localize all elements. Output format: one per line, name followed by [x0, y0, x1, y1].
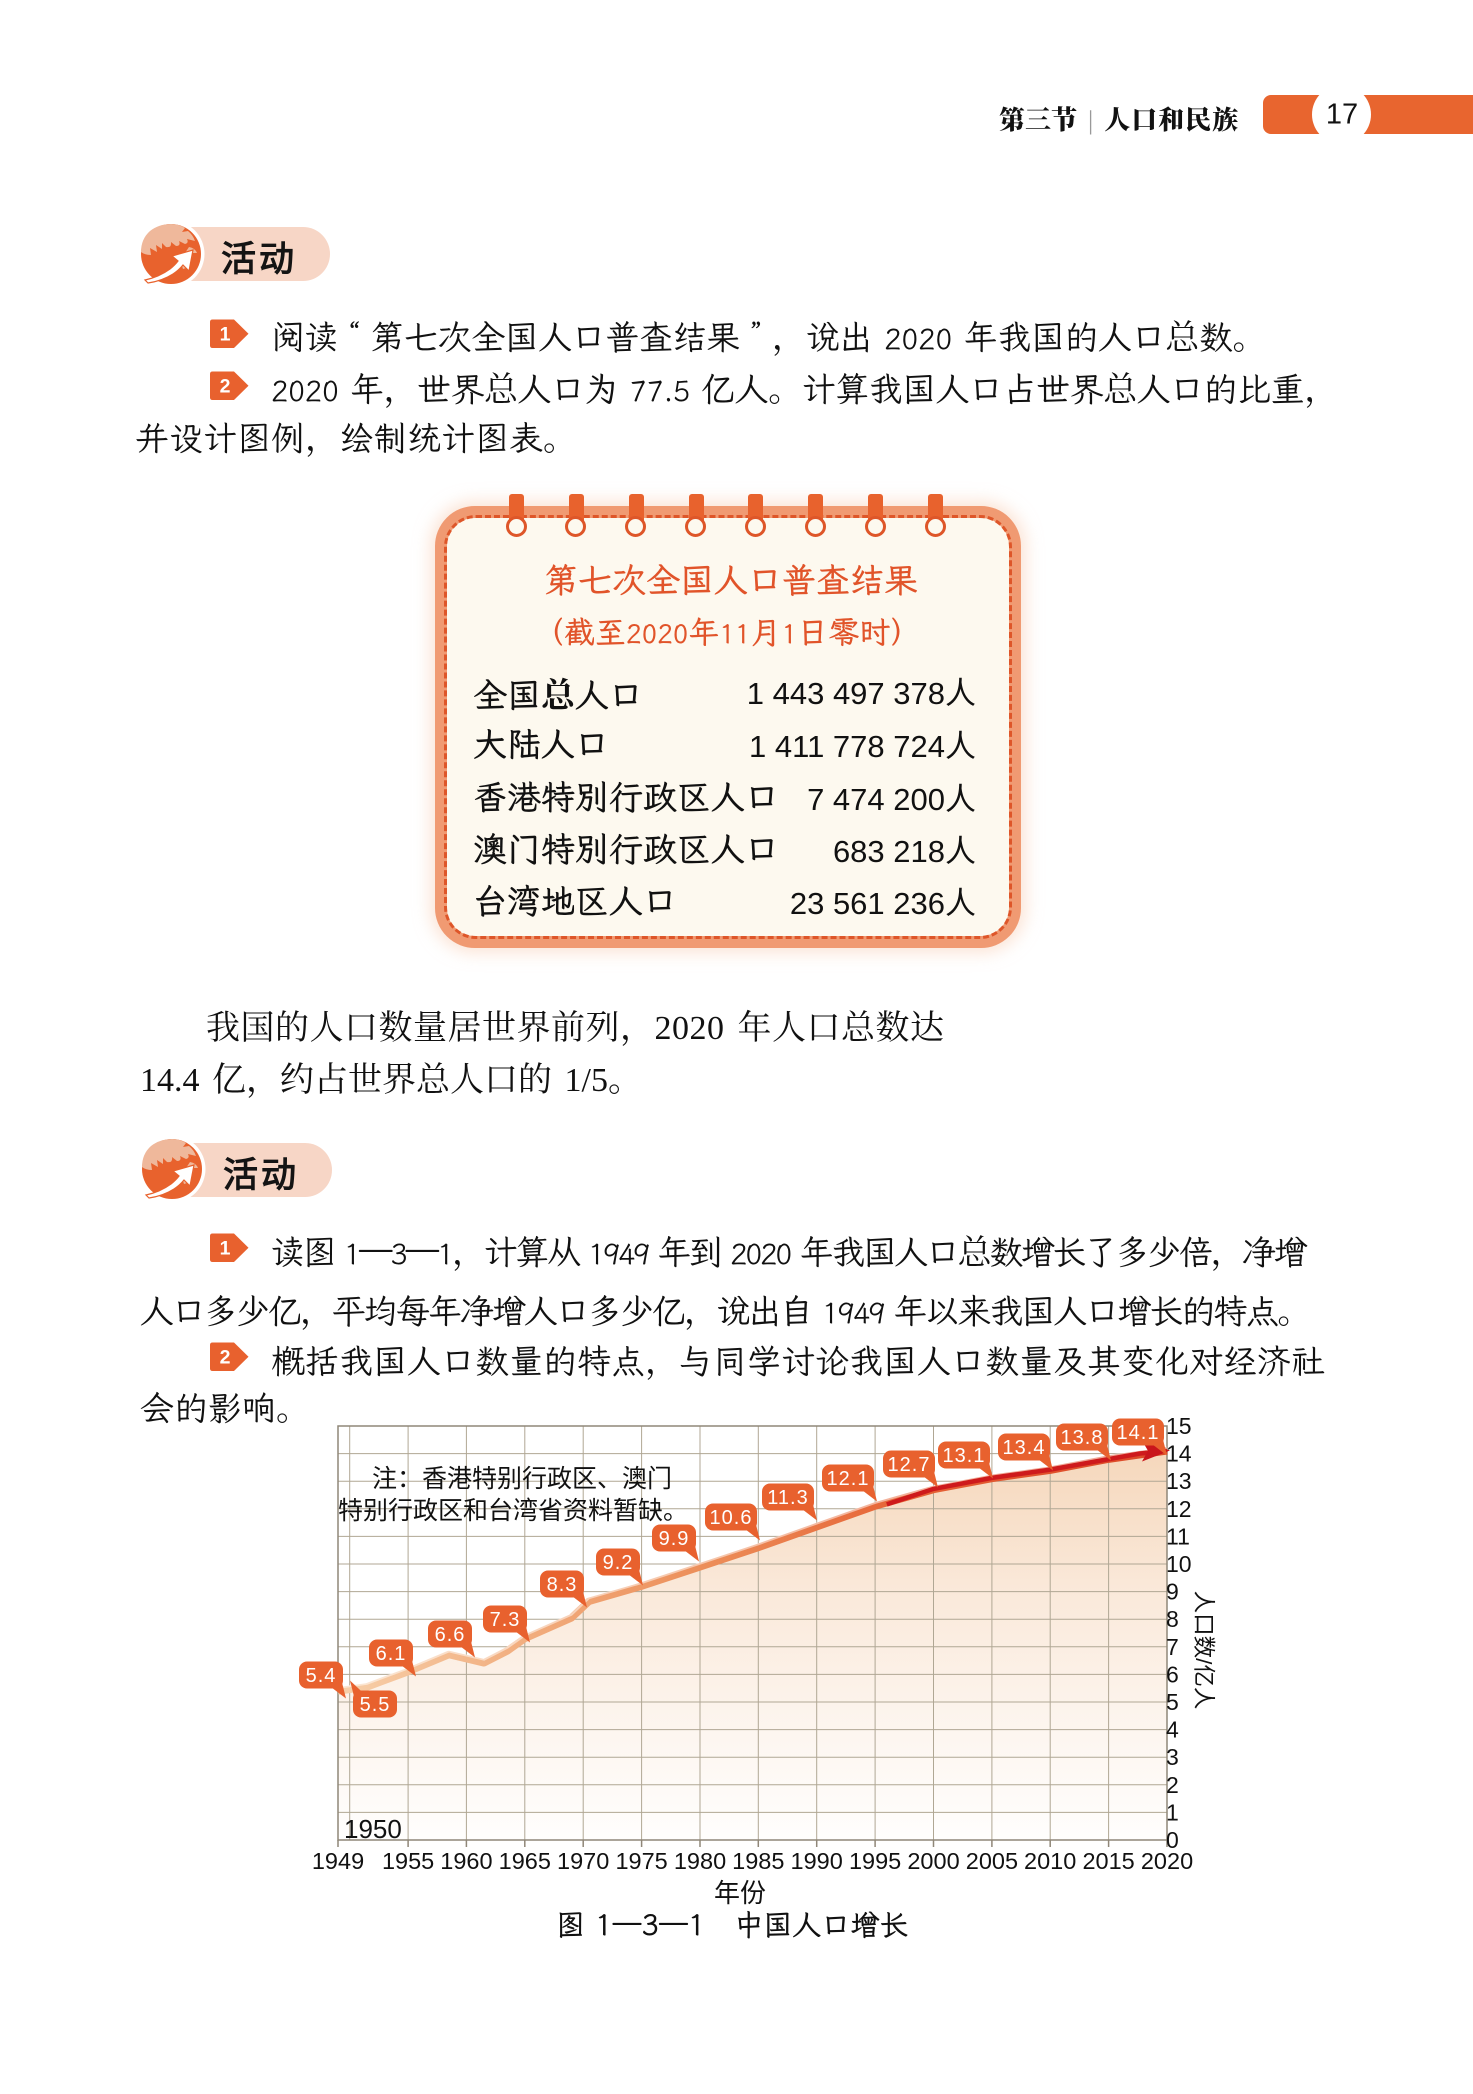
svg-text:12: 12 — [1166, 1496, 1192, 1522]
svg-text:2: 2 — [220, 376, 231, 398]
svg-text:14: 14 — [1166, 1441, 1192, 1467]
svg-text:15: 15 — [1166, 1413, 1192, 1439]
svg-text:3: 3 — [1166, 1744, 1179, 1770]
svg-text:9.9: 9.9 — [659, 1528, 690, 1550]
svg-text:0: 0 — [1166, 1827, 1179, 1853]
svg-text:13: 13 — [1166, 1468, 1192, 1494]
svg-text:5.4: 5.4 — [306, 1665, 337, 1687]
svg-text:9: 9 — [1166, 1579, 1179, 1605]
svg-text:10.6: 10.6 — [710, 1507, 753, 1529]
svg-text:8.3: 8.3 — [547, 1574, 578, 1596]
svg-text:6.6: 6.6 — [435, 1624, 466, 1646]
svg-text:12.7: 12.7 — [888, 1454, 931, 1476]
svg-text:1: 1 — [1166, 1799, 1179, 1825]
svg-text:1990: 1990 — [791, 1848, 843, 1874]
svg-text:1: 1 — [220, 324, 231, 346]
svg-text:11.3: 11.3 — [767, 1487, 808, 1509]
svg-text:特别行政区和台湾省资料暂缺。: 特别行政区和台湾省资料暂缺。 — [338, 1497, 688, 1525]
svg-text:5: 5 — [1166, 1689, 1179, 1715]
svg-text:4: 4 — [1166, 1717, 1179, 1743]
svg-text:2010: 2010 — [1024, 1848, 1076, 1874]
svg-text:1965: 1965 — [499, 1848, 551, 1874]
svg-text:5.5: 5.5 — [360, 1694, 391, 1716]
svg-text:1985: 1985 — [732, 1848, 784, 1874]
svg-text:14.1: 14.1 — [1117, 1422, 1160, 1444]
svg-text:2: 2 — [220, 1347, 231, 1369]
svg-text:13.1: 13.1 — [943, 1445, 986, 1467]
svg-text:12.1: 12.1 — [827, 1468, 870, 1490]
svg-text:注：香港特别行政区、澳门: 注：香港特别行政区、澳门 — [372, 1465, 672, 1493]
svg-text:9.2: 9.2 — [603, 1552, 634, 1574]
svg-text:1950: 1950 — [344, 1814, 402, 1844]
svg-text:1955: 1955 — [382, 1848, 434, 1874]
svg-text:2015: 2015 — [1082, 1848, 1134, 1874]
svg-text:13.4: 13.4 — [1003, 1437, 1046, 1459]
svg-text:2000: 2000 — [907, 1848, 959, 1874]
svg-text:1975: 1975 — [615, 1848, 667, 1874]
svg-text:1: 1 — [220, 1238, 231, 1260]
svg-text:7.3: 7.3 — [490, 1609, 521, 1631]
svg-text:年份: 年份 — [714, 1878, 766, 1908]
svg-text:2: 2 — [1166, 1772, 1179, 1798]
svg-text:1995: 1995 — [849, 1848, 901, 1874]
svg-text:11: 11 — [1166, 1523, 1190, 1549]
svg-text:10: 10 — [1166, 1551, 1192, 1577]
svg-text:6.1: 6.1 — [376, 1643, 407, 1665]
svg-text:人口数/亿人: 人口数/亿人 — [1191, 1591, 1216, 1710]
svg-text:1960: 1960 — [440, 1848, 492, 1874]
svg-text:13.8: 13.8 — [1061, 1427, 1104, 1449]
svg-text:1970: 1970 — [557, 1848, 609, 1874]
svg-text:7: 7 — [1166, 1634, 1179, 1660]
svg-text:1980: 1980 — [674, 1848, 726, 1874]
svg-text:2020: 2020 — [1141, 1848, 1193, 1874]
svg-text:2005: 2005 — [966, 1848, 1018, 1874]
svg-text:8: 8 — [1166, 1606, 1179, 1632]
svg-text:6: 6 — [1166, 1661, 1179, 1687]
svg-text:1949: 1949 — [312, 1848, 364, 1874]
